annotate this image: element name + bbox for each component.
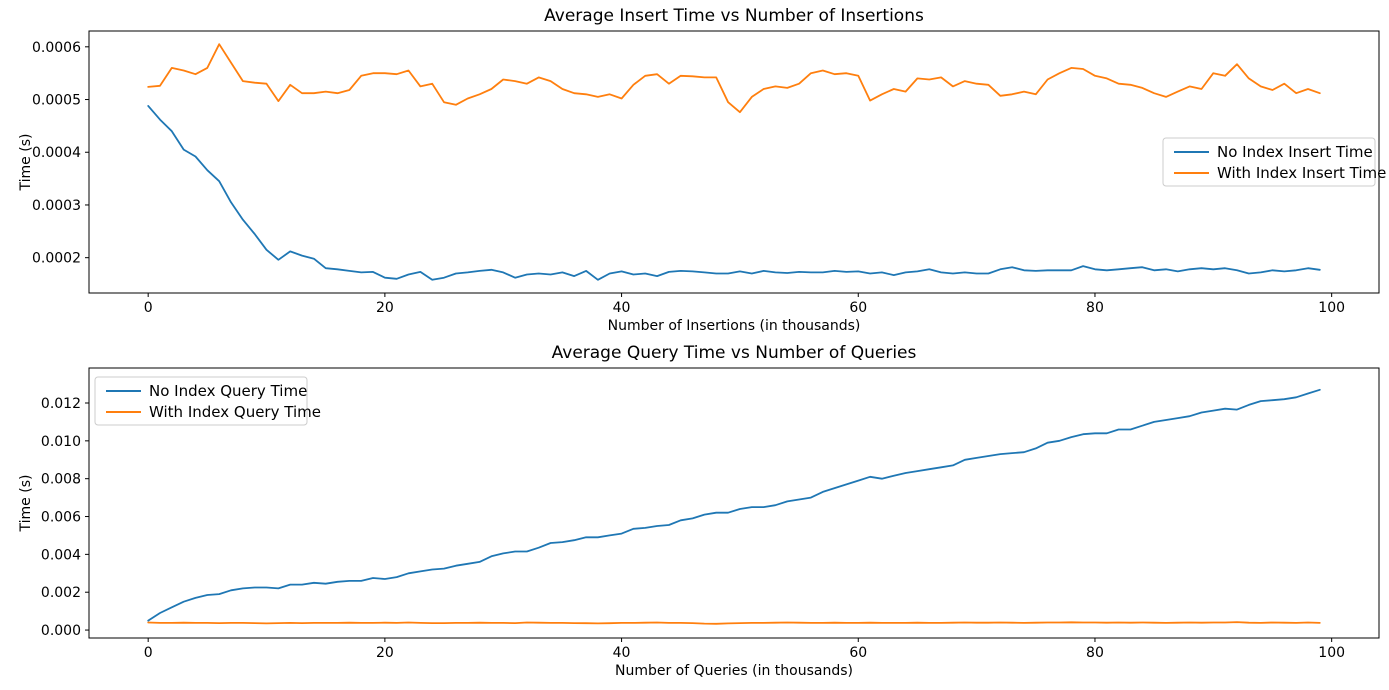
legend-label: With Index Query Time xyxy=(149,403,321,421)
y-tick-label: 0.0006 xyxy=(32,40,81,56)
x-tick-label: 0 xyxy=(144,645,153,661)
x-tick-label: 20 xyxy=(376,300,394,316)
y-tick-label: 0.012 xyxy=(41,396,81,412)
legend-label: With Index Insert Time xyxy=(1217,164,1386,182)
x-tick-label: 0 xyxy=(144,300,153,316)
x-tick-label: 40 xyxy=(613,300,631,316)
x-tick-label: 100 xyxy=(1318,645,1345,661)
line-no-index-insert-time xyxy=(147,105,1321,281)
x-tick-label: 60 xyxy=(849,645,867,661)
legend-box xyxy=(1162,137,1376,187)
x-axis-label: Number of Queries (in thousands) xyxy=(615,663,853,679)
axes-insert-time: 0 20 40 60 80 100 0.0002 0.0003 0.0004 0.0005 0.00… xyxy=(18,6,1386,334)
y-tick-label: 0.0002 xyxy=(32,251,81,267)
legend-label: No Index Query Time xyxy=(149,382,307,400)
y-tick-label: 0.010 xyxy=(41,434,81,450)
line-with-index-insert-time xyxy=(147,43,1321,114)
axes-spines xyxy=(88,367,1380,639)
x-tick-label: 60 xyxy=(849,300,867,316)
y-axis-label: Time (s) xyxy=(18,475,34,533)
chart-title: Average Insert Time vs Number of Inserti… xyxy=(544,6,924,26)
y-tick-label: 0.006 xyxy=(41,510,81,526)
y-tick-label: 0.0003 xyxy=(32,198,81,214)
axes-spines xyxy=(88,30,1380,294)
x-axis-label: Number of Insertions (in thousands) xyxy=(608,318,861,334)
y-tick-label: 0.0005 xyxy=(32,93,81,109)
y-tick-label: 0.004 xyxy=(41,547,81,563)
y-tick-label: 0.008 xyxy=(41,472,81,488)
legend-box xyxy=(94,376,308,426)
chart-title: Average Query Time vs Number of Queries xyxy=(552,343,917,363)
axes-query-time: 0 20 40 60 80 100 0.000 0.002 0.004 0.006 0.008 0.0… xyxy=(18,343,1380,679)
x-tick-label: 40 xyxy=(613,645,631,661)
x-tick-label: 20 xyxy=(376,645,394,661)
legend-label: No Index Insert Time xyxy=(1217,143,1373,161)
legend: No Index Query Time With Index Query Time xyxy=(94,376,321,426)
y-tick-label: 0.000 xyxy=(41,623,81,639)
y-tick-label: 0.0004 xyxy=(32,145,81,161)
y-axis-label: Time (s) xyxy=(18,134,34,192)
line-with-index-query-time xyxy=(147,621,1321,625)
x-tick-label: 80 xyxy=(1086,300,1104,316)
x-tick-label: 100 xyxy=(1318,300,1345,316)
legend: No Index Insert Time With Index Insert Ti… xyxy=(1162,137,1386,187)
x-tick-label: 80 xyxy=(1086,645,1104,661)
y-tick-label: 0.002 xyxy=(41,585,81,601)
line-no-index-query-time xyxy=(147,388,1321,622)
